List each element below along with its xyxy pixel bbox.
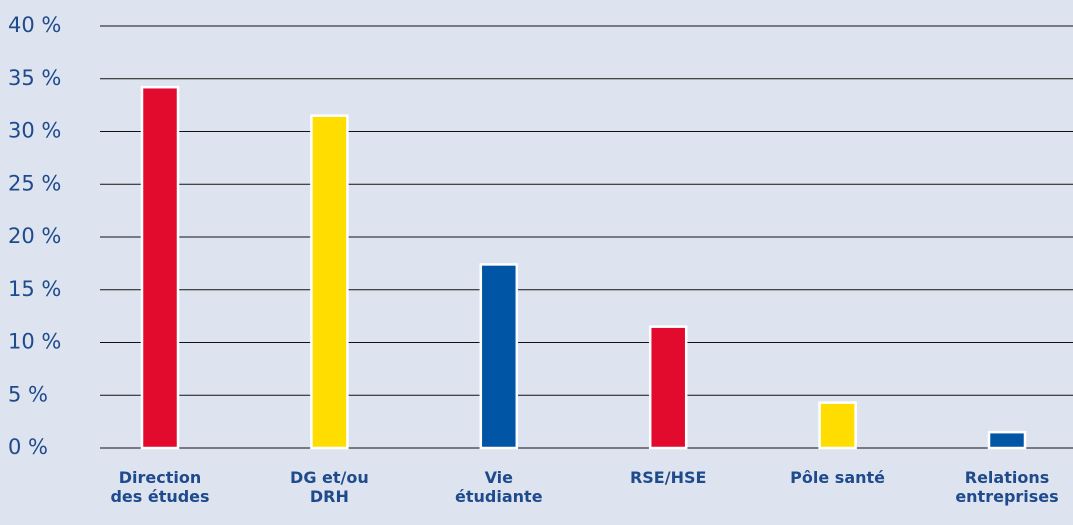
y-tick-label: 0 % <box>8 435 48 459</box>
y-tick-label: 40 % <box>8 13 61 37</box>
bar <box>310 114 349 450</box>
y-tick-label: 35 % <box>8 66 61 90</box>
y-tick-label: 25 % <box>8 171 61 195</box>
x-tick-label: Direction des études <box>110 468 210 506</box>
y-tick-label: 15 % <box>8 277 61 301</box>
y-tick-label: 5 % <box>8 382 48 406</box>
bar <box>987 430 1027 450</box>
bar <box>140 85 180 450</box>
bar <box>648 325 688 450</box>
x-tick-label: RSE/HSE <box>629 468 707 487</box>
bar <box>479 263 519 450</box>
y-tick-label: 20 % <box>8 224 61 248</box>
x-tick-label: Vie étudiante <box>455 468 543 506</box>
x-tick-label: DG et/ou DRH <box>290 468 369 506</box>
x-tick-label: Relations entreprises <box>955 468 1059 506</box>
x-tick-label: Pôle santé <box>790 468 886 487</box>
y-tick-label: 10 % <box>8 330 61 354</box>
y-tick-label: 30 % <box>8 119 61 143</box>
bar <box>818 401 857 450</box>
